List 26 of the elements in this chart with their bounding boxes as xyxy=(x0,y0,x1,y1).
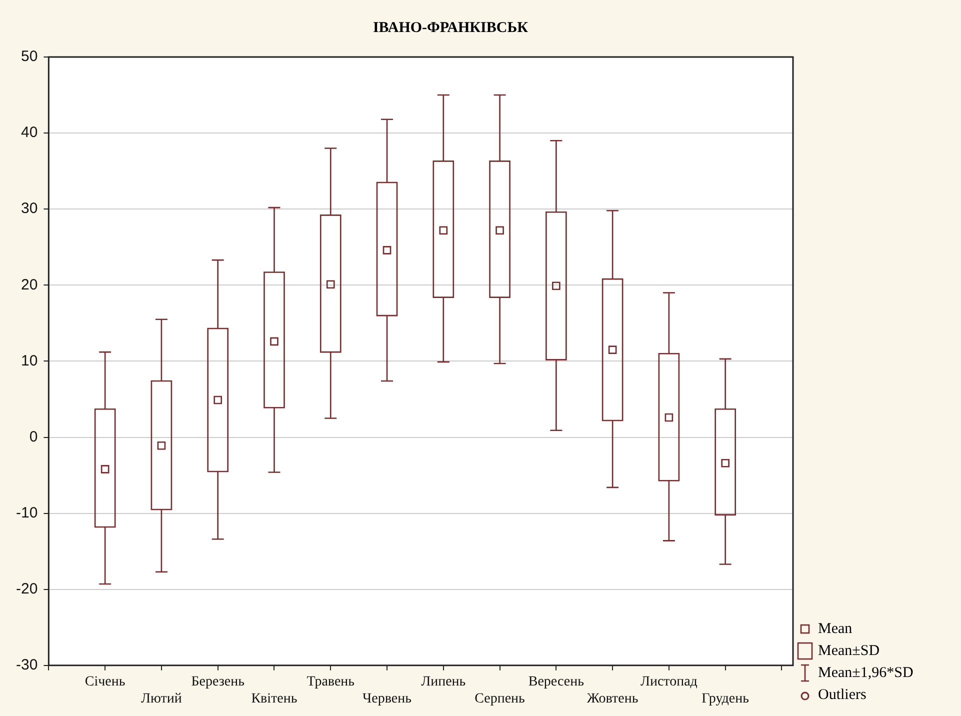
y-tick-label: -20 xyxy=(16,580,38,598)
y-tick-label: -10 xyxy=(16,504,38,522)
y-tick-label: -30 xyxy=(16,656,38,674)
x-tick-label: Грудень xyxy=(702,691,750,706)
text: Mean±SD xyxy=(818,642,880,661)
x-tick-label: Травень xyxy=(306,674,355,690)
x-tick-label: Жовтень xyxy=(586,691,638,706)
x-tick-label: Лютий xyxy=(141,691,182,706)
y-tick-label: 10 xyxy=(20,352,38,370)
x-tick-label: Серпень xyxy=(474,691,525,706)
y-tick-label: 0 xyxy=(29,428,38,446)
text: Mean xyxy=(818,620,852,639)
x-tick-label: Вересень xyxy=(528,674,584,690)
chart-title: ІВАНО-ФРАНКІВСЬК xyxy=(372,20,530,37)
x-tick-label: Березень xyxy=(191,674,244,690)
x-tick-label: Червень xyxy=(362,691,412,706)
y-tick-label: 40 xyxy=(20,124,38,142)
text: Outliers xyxy=(818,686,866,705)
text: Mean±1,96*SD xyxy=(818,664,914,683)
x-tick-label: Січень xyxy=(84,674,126,690)
x-tick-label: Листопад xyxy=(640,674,698,690)
x-tick-label: Липень xyxy=(421,674,466,690)
y-tick-label: 30 xyxy=(20,200,38,218)
y-tick-label: 50 xyxy=(20,48,38,66)
x-tick-label: Квітень xyxy=(251,691,298,706)
y-tick-label: 20 xyxy=(20,276,38,294)
